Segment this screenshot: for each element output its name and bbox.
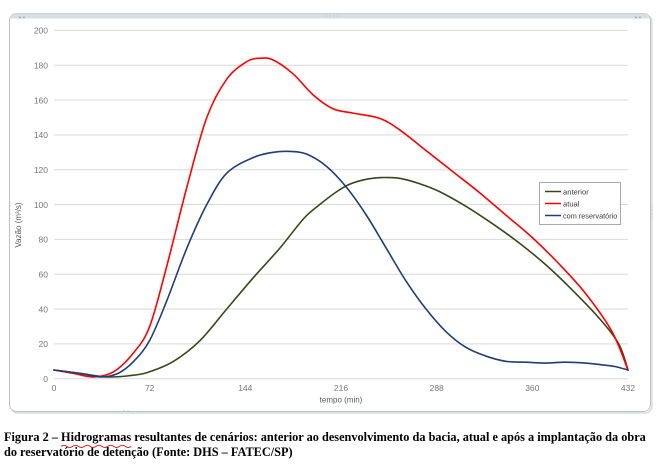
svg-text:160: 160 bbox=[34, 95, 48, 105]
svg-text:216: 216 bbox=[334, 383, 348, 393]
svg-text:72: 72 bbox=[145, 383, 155, 393]
svg-text:80: 80 bbox=[39, 235, 49, 245]
svg-text:40: 40 bbox=[39, 304, 49, 314]
svg-text:anterior: anterior bbox=[563, 187, 589, 196]
svg-text:0: 0 bbox=[52, 383, 57, 393]
svg-text:Vazão (m³/s): Vazão (m³/s) bbox=[14, 202, 23, 248]
svg-text:144: 144 bbox=[238, 383, 252, 393]
svg-text:360: 360 bbox=[525, 383, 539, 393]
svg-text:180: 180 bbox=[34, 61, 48, 71]
svg-text:0: 0 bbox=[43, 374, 48, 384]
svg-text:20: 20 bbox=[39, 339, 49, 349]
svg-text:200: 200 bbox=[34, 26, 48, 36]
svg-text:60: 60 bbox=[39, 270, 49, 280]
svg-text:432: 432 bbox=[621, 383, 635, 393]
svg-text:120: 120 bbox=[34, 165, 48, 175]
svg-text:com reservatório: com reservatório bbox=[563, 211, 617, 220]
svg-text:atual: atual bbox=[563, 199, 580, 208]
svg-text:tempo (min): tempo (min) bbox=[320, 396, 363, 405]
svg-text:100: 100 bbox=[34, 200, 48, 210]
svg-text:288: 288 bbox=[430, 383, 444, 393]
svg-text:140: 140 bbox=[34, 130, 48, 140]
